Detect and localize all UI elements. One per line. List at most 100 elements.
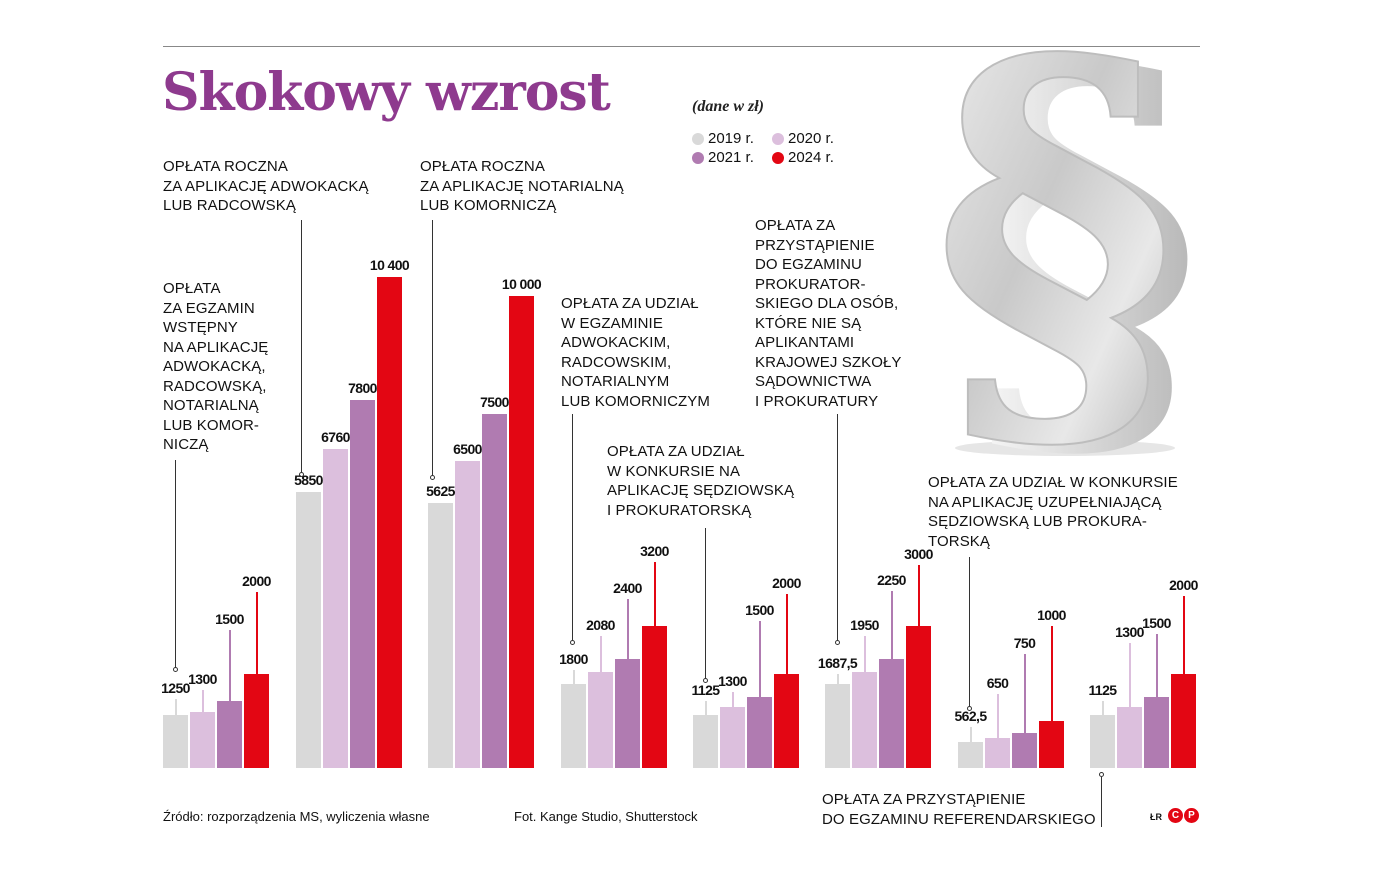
caption-referendary-exam: OPŁATA ZA PRZYSTĄPIENIE DO EGZAMINU REFE… [822,791,1096,828]
bar-2019-group-7 [958,742,983,768]
value-label: 650 [986,675,1009,691]
value-label: 1500 [215,611,244,627]
caption-annual-advocate: OPŁATA ROCZNA ZA APLIKACJĘ ADWOKACKĄ LUB… [163,158,369,214]
leader-line [705,528,706,679]
bar-2020-group-2 [323,448,348,768]
value-label: 5850 [294,471,323,488]
legend-item-2024: 2024 r. [772,149,862,166]
value-stem [255,592,258,674]
legend-swatch-2020 [772,132,784,145]
bar-2019-group-3 [428,502,453,768]
bar-2024-group-6 [906,626,931,768]
value-label: 6500 [453,441,482,458]
value-stem [1128,643,1131,707]
legend-swatch-2021 [692,151,704,164]
bar-2020-group-8 [1117,706,1142,768]
leader-line [175,460,176,668]
leader-dot [835,640,840,645]
bar-2024-group-2 [377,277,402,768]
photo-credit: Fot. Kange Studio, Shutterstock [514,809,698,824]
leader-line [837,414,838,641]
value-label: 6760 [321,428,350,445]
value-stem [174,699,177,715]
leader-dot [430,475,435,480]
bar-2021-group-6 [879,659,904,768]
value-stem [969,727,972,742]
bar-2024-group-1 [244,674,269,768]
value-label: 3200 [640,543,669,559]
leader-dot [173,667,178,672]
legend-item-2020: 2020 r. [772,130,862,147]
bar-2019-group-5 [693,715,718,768]
bar-2019-group-4 [561,684,586,768]
logo-c-icon: C [1168,808,1183,823]
svg-text:§: § [956,10,1202,460]
value-stem [785,594,788,674]
unit-note: (dane w zł) [692,98,764,115]
value-label: 3000 [904,546,933,562]
value-stem [996,694,999,738]
bar-2024-group-5 [774,674,799,768]
caption-judicial-contest: OPŁATA ZA UDZIAŁ W KONKURSIE NA APLIKACJ… [607,443,795,519]
value-label: 1000 [1037,607,1066,623]
value-label: 7800 [348,379,377,396]
caption-professional-exam: OPŁATA ZA UDZIAŁ W EGZAMINIE ADWOKACKIM,… [561,295,711,410]
value-stem [758,621,761,698]
bar-2020-group-7 [985,737,1010,768]
value-label: 2400 [613,580,642,596]
paragraph-sign-icon: § § [931,10,1202,460]
logo-p-icon: P [1184,808,1199,823]
value-stem [704,701,707,715]
value-stem [917,565,920,626]
value-stem [1101,701,1104,715]
value-stem [228,630,231,702]
value-stem [1155,634,1158,698]
value-label: 1800 [559,651,588,667]
caption-supplementary-contest: OPŁATA ZA UDZIAŁ W KONKURSIE NA APLIKACJ… [928,474,1178,550]
leader-dot [967,706,972,711]
value-stem [626,599,629,660]
author-initials: ŁR [1150,812,1162,822]
svg-text:§: § [932,10,1178,460]
leader-line [572,414,573,641]
chart-title: Skokowy wzrost [162,62,611,123]
bar-2021-group-3 [482,414,507,768]
leader-dot [703,678,708,683]
value-label: 1687,5 [817,655,858,671]
source-note: Źródło: rozporządzenia MS, wyliczenia wł… [163,809,430,824]
legend-swatch-2019 [692,132,704,145]
value-label: 1125 [1088,682,1118,698]
value-stem [201,690,204,713]
bar-2020-group-3 [455,461,480,768]
caption-annual-notary: OPŁATA ROCZNA ZA APLIKACJĘ NOTARIALNĄ LU… [420,158,624,214]
caption-prosecutor-exam: OPŁATA ZA PRZYSTĄPIENIE DO EGZAMINU PROK… [755,217,902,410]
value-label: 1500 [1142,615,1171,631]
value-stem [1023,654,1026,733]
value-label: 1500 [745,602,774,618]
bar-2021-group-1 [217,701,242,768]
value-label: 2000 [772,575,801,591]
bar-2021-group-8 [1144,697,1169,768]
value-stem [572,670,575,684]
value-label: 1250 [161,680,190,696]
value-stem [863,636,866,673]
value-label: 562,5 [954,708,987,724]
value-label: 2080 [586,617,615,633]
bar-2024-group-3 [509,296,534,768]
bar-2024-group-7 [1039,721,1064,768]
legend-swatch-2024 [772,151,784,164]
bar-2021-group-4 [615,659,640,768]
bar-2021-group-2 [350,399,375,768]
value-stem [1182,596,1185,674]
value-stem [731,692,734,707]
bar-2020-group-5 [720,706,745,768]
bar-2019-group-8 [1090,715,1115,768]
value-stem [836,674,839,684]
legend-item-2021: 2021 r. [692,149,772,166]
bar-2024-group-4 [642,626,667,768]
value-label: 7500 [480,394,509,410]
value-label: 750 [1013,635,1036,651]
bar-2020-group-1 [190,712,215,768]
value-label: 1950 [850,617,879,633]
value-stem [890,591,893,660]
